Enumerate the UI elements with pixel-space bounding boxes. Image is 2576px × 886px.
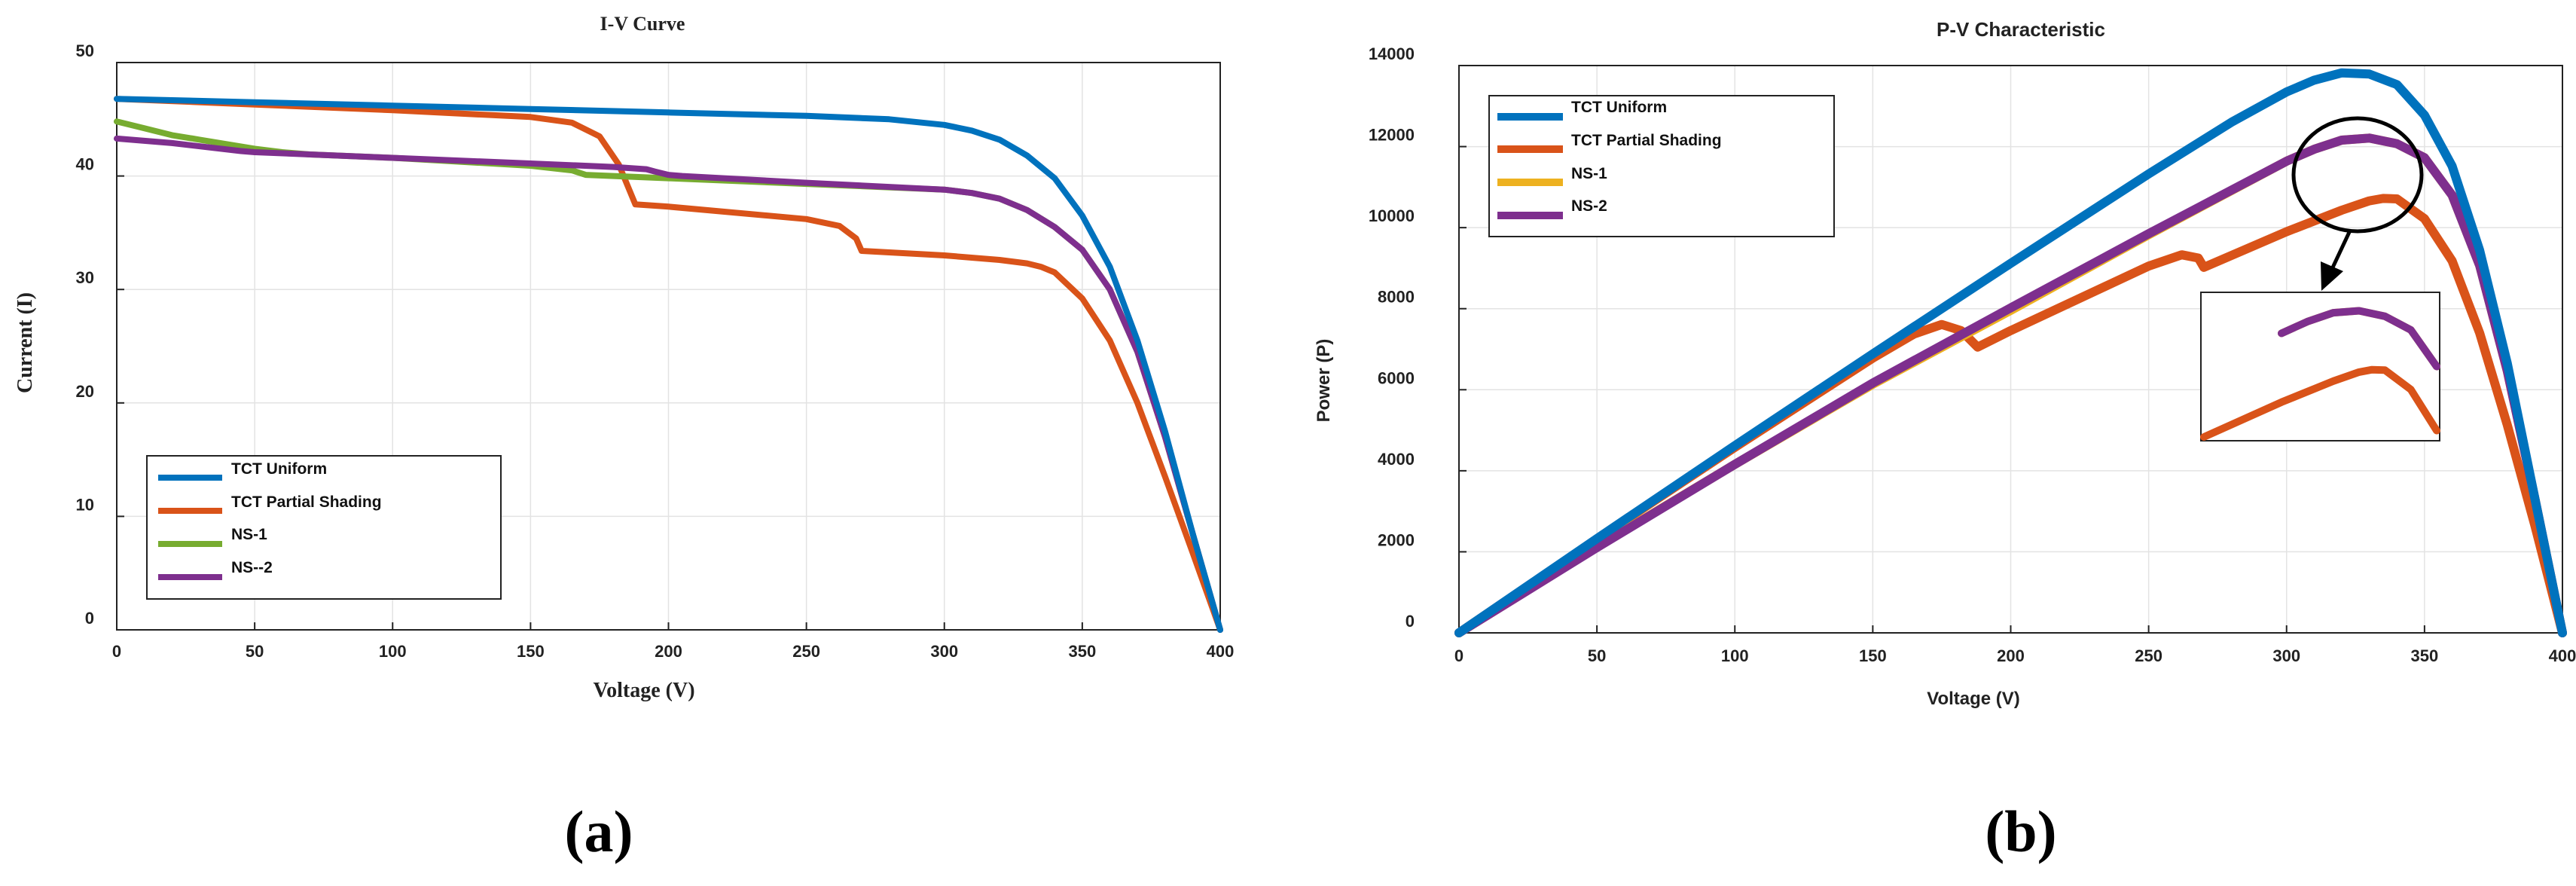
iv-x-tick-label: 400 [1207,642,1235,661]
iv-y-axis-label: Current (I) [14,292,37,393]
pv-y-tick-label: 10000 [1369,206,1415,225]
pv-x-tick-label: 200 [1997,646,2025,665]
iv-x-tick-label: 200 [655,642,682,661]
zoom-arrow-shaft [2330,229,2352,269]
iv-y-tick-label: 20 [76,382,94,401]
pv-chart: P-V Characteristic 0 50 100 150 200 250 300 350… [1314,18,2576,864]
iv-chart: I-V Curve 0 50 100 150 200 250 300 350 400 0 10 20… [14,13,1234,864]
pv-y-tick-label: 0 [1406,612,1415,631]
pv-y-axis-label: Power (P) [1314,339,1334,423]
pv-x-tick-label: 0 [1454,646,1463,665]
iv-y-tick-label: 0 [85,609,94,628]
panel-b-caption: (b) [1985,799,2056,864]
iv-series-tct-uniform [114,96,1223,633]
pv-y-tick-label: 8000 [1378,288,1415,307]
pv-x-tick-label: 100 [1721,646,1749,665]
iv-series-tct-partial-shading [114,96,1223,633]
iv-x-tick-label: 50 [246,642,264,661]
iv-x-tick-label: 300 [930,642,958,661]
iv-y-tick-label: 10 [76,495,94,514]
iv-x-ticks: 0 50 100 150 200 250 300 350 400 [112,622,1234,661]
pv-chart-title: P-V Characteristic [1937,18,2105,41]
pv-x-tick-label: 150 [1859,646,1887,665]
pv-y-tick-label: 12000 [1369,126,1415,145]
iv-x-tick-label: 0 [112,642,121,661]
iv-x-axis-label: Voltage (V) [593,679,694,702]
pv-series-tct-uniform [1454,68,2567,637]
pv-legend: TCT Uniform TCT Partial Shading NS-1 NS-… [1488,95,1835,237]
pv-x-tick-label: 350 [2411,646,2439,665]
iv-legend: TCT Uniform TCT Partial Shading NS-1 NS-… [146,455,502,600]
iv-x-tick-label: 100 [379,642,407,661]
iv-x-tick-label: 350 [1069,642,1097,661]
pv-x-tick-label: 300 [2272,646,2300,665]
pv-x-ticks: 0 50 100 150 200 250 300 350 400 [1454,625,2576,665]
pv-legend-label-ns1: NS-1 [1571,165,1607,182]
pv-x-tick-label: 250 [2135,646,2162,665]
pv-series [1454,68,2567,637]
iv-legend-label-tct-partial: TCT Partial Shading [231,493,382,511]
pv-x-axis-label: Voltage (V) [1927,689,2020,709]
pv-x-tick-label: 400 [2549,646,2576,665]
inset-series-ns-2 [2278,307,2440,371]
pv-legend-label-ns2: NS-2 [1571,197,1607,215]
iv-y-tick-label: 40 [76,155,94,174]
iv-legend-label-ns1: NS-1 [231,526,267,543]
panel-a-caption: (a) [565,799,633,864]
pv-series-tct-partial-shading [1454,194,2567,637]
inset-series-tct-partial-shading [2200,365,2440,441]
pv-y-tick-label: 4000 [1378,450,1415,469]
iv-chart-title: I-V Curve [600,13,685,35]
iv-x-tick-label: 150 [517,642,545,661]
iv-y-ticks: 0 10 20 30 40 50 [76,41,124,631]
pv-x-tick-label: 50 [1588,646,1606,665]
pv-y-ticks: 0 2000 4000 6000 8000 10000 12000 14000 [1369,44,1467,634]
pv-legend-label-tct-partial: TCT Partial Shading [1571,132,1722,149]
iv-legend-label-tct-uniform: TCT Uniform [231,460,327,478]
zoom-inset-series [2200,307,2440,441]
zoom-arrow-head [2321,261,2343,291]
iv-y-tick-label: 30 [76,268,94,287]
iv-legend-label-ns2: NS--2 [231,559,273,576]
pv-y-tick-label: 6000 [1378,368,1415,387]
pv-y-tick-label: 2000 [1378,530,1415,549]
pv-y-tick-label: 14000 [1369,44,1415,63]
zoom-highlight-circle [2291,116,2424,234]
iv-series-ns-2 [114,135,1223,633]
pv-legend-label-tct-uniform: TCT Uniform [1571,99,1667,116]
iv-series [114,96,1223,633]
iv-y-tick-label: 50 [76,41,94,60]
iv-x-tick-label: 250 [792,642,820,661]
